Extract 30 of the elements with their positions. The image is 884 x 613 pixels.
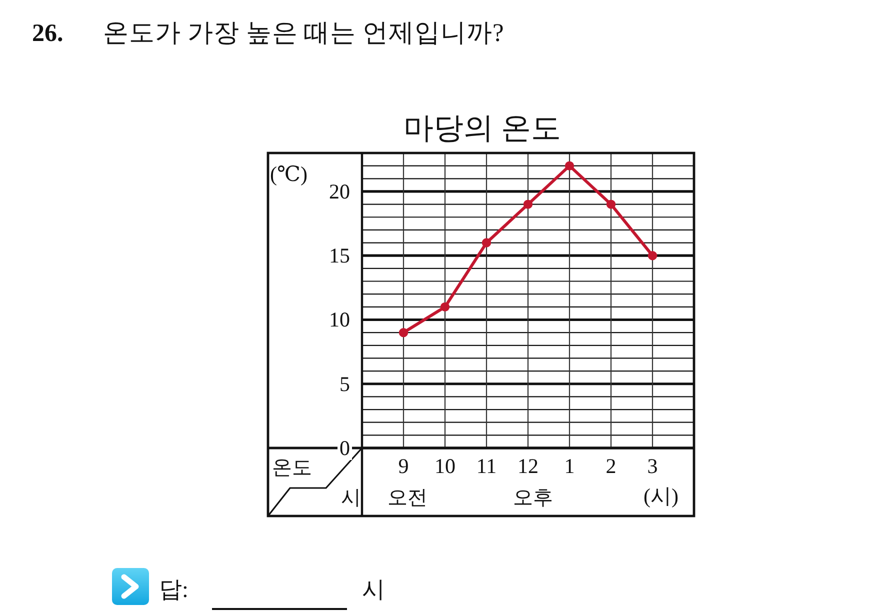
y-tick-label: 5 <box>340 372 350 396</box>
text: 답: <box>159 577 188 602</box>
x-tick-label: 12 <box>518 454 538 478</box>
text: 26. <box>32 20 64 47</box>
point <box>440 302 450 312</box>
text: 오전 <box>388 487 428 509</box>
text: 온도 <box>272 457 312 479</box>
y-tick-label: 15 <box>329 244 350 268</box>
text: 시 <box>341 487 361 509</box>
point <box>523 200 533 209</box>
point <box>398 328 408 338</box>
chart-title: 마당의 온도 <box>403 112 561 145</box>
x-tick-label: 3 <box>647 454 658 478</box>
point <box>606 200 616 209</box>
y-tick-label: 10 <box>329 308 350 332</box>
x-axis-title: (시) <box>644 484 678 508</box>
x-tick-label: 10 <box>434 454 456 478</box>
point <box>564 161 574 170</box>
x-tick-label: 1 <box>564 454 575 478</box>
text: 시 <box>362 577 385 602</box>
text: 온도가 가장 높은 때는 언제입니까? <box>103 18 504 47</box>
point <box>648 251 658 260</box>
point <box>482 238 492 248</box>
x-tick-label: 2 <box>606 454 616 478</box>
y-tick-label: 20 <box>329 179 350 204</box>
y-tick-label: 0 <box>340 436 350 460</box>
x-tick-label: 9 <box>398 454 409 478</box>
x-tick-label: 11 <box>476 454 497 478</box>
y-axis-title: (℃) <box>270 162 308 186</box>
text: 오후 <box>513 487 553 509</box>
